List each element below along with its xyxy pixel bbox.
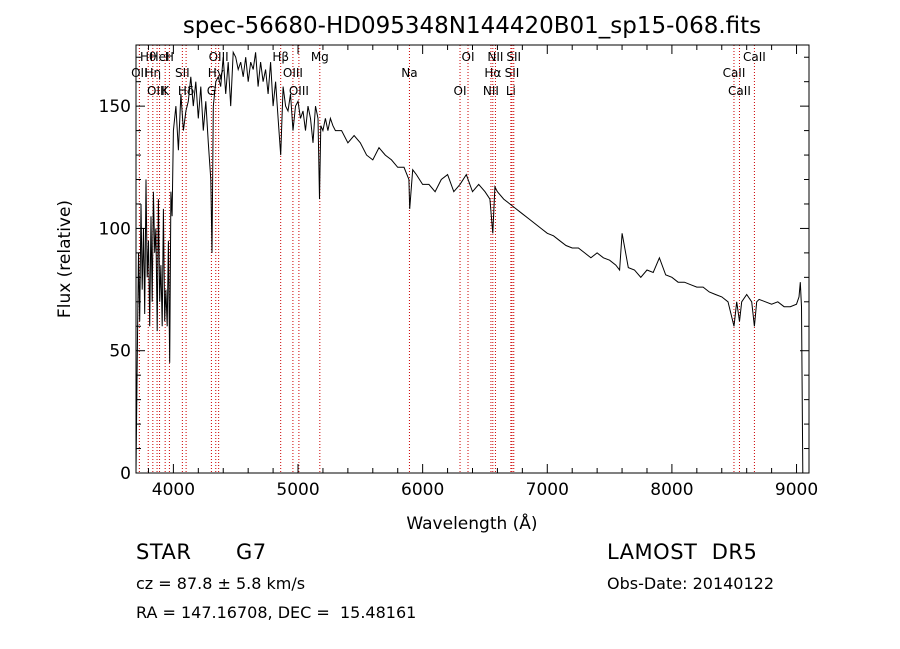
- spectral-line-label: Li: [506, 84, 516, 98]
- survey-name: LAMOST DR5: [607, 540, 758, 564]
- spectral-line-label: OI: [454, 84, 467, 98]
- spectral-line-label: OIII: [289, 84, 309, 98]
- spectral-line-label: Hβ: [272, 50, 289, 64]
- spectral-line-label: SII: [505, 66, 520, 80]
- spectral-line-label: OIII: [147, 84, 167, 98]
- plot-frame: [135, 44, 810, 474]
- x-tick-label: 9000: [775, 480, 818, 500]
- y-tick-label: 50: [109, 342, 131, 362]
- spectral-line-label: NII: [483, 84, 499, 98]
- redshift-cz: cz = 87.8 ± 5.8 km/s: [136, 574, 306, 593]
- spectral-line-label: Hη: [145, 66, 162, 80]
- spectral-line-label: CaII: [728, 84, 751, 98]
- ra-dec: RA = 147.16708, DEC = 15.48161: [136, 603, 417, 622]
- y-tick-label: 150: [99, 97, 131, 117]
- spectral-line-label: OII: [131, 66, 148, 80]
- spectrum-line: [135, 50, 804, 474]
- spectral-line-label: H: [165, 50, 174, 64]
- y-tick-label: 0: [120, 464, 131, 484]
- spectral-line-label: SII: [175, 66, 190, 80]
- spectral-line-label: SII: [506, 50, 521, 64]
- axes: 4000 5000 6000 7000 8000 9000 0 50 100 150: [99, 45, 818, 500]
- spectral-line-label: Hθ: [140, 50, 156, 64]
- x-tick-label: 5000: [276, 480, 319, 500]
- spectral-line-label: Na: [401, 66, 417, 80]
- spectral-line-label: Mg: [311, 50, 329, 64]
- x-tick-label: 8000: [650, 480, 693, 500]
- spectral-line-label: OI: [462, 50, 475, 64]
- object-class: STAR: [136, 540, 192, 564]
- spectral-line-label: CaII: [723, 66, 746, 80]
- spectral-line-markers: HθOIIOIIIHeIHηKHSIIHδOIIIHγGHβOIIIOIIIMg…: [131, 45, 766, 473]
- spectral-line-label: G: [207, 84, 216, 98]
- y-axis-label: Flux (relative): [55, 200, 75, 318]
- spectral-line-label: NII: [487, 50, 503, 64]
- spectral-line-label: CaII: [743, 50, 766, 64]
- x-axis-label: Wavelength (Å): [406, 512, 537, 534]
- x-tick-label: 7000: [526, 480, 569, 500]
- spectral-line-label: K: [161, 84, 170, 98]
- spectral-line-label: Hα: [484, 66, 501, 80]
- chart-title: spec-56680-HD095348N144420B01_sp15-068.f…: [183, 13, 761, 39]
- y-tick-label: 100: [99, 219, 131, 239]
- object-subclass: G7: [236, 540, 267, 564]
- spectral-line-label: OIII: [283, 66, 303, 80]
- spectral-line-label: HeI: [150, 50, 170, 64]
- observation-date: Obs-Date: 20140122: [607, 574, 775, 593]
- x-tick-label: 4000: [152, 480, 195, 500]
- x-tick-label: 6000: [401, 480, 444, 500]
